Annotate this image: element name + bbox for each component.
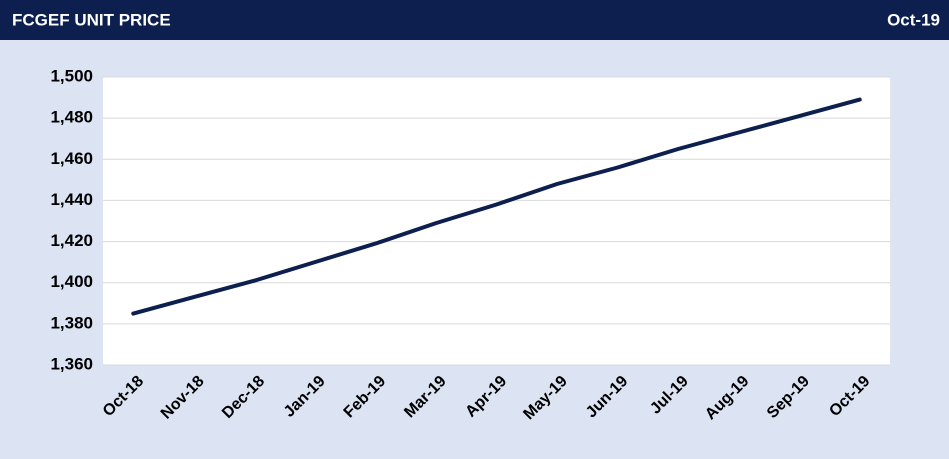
y-tick-label: 1,380 bbox=[50, 313, 93, 332]
y-tick-label: 1,420 bbox=[50, 231, 93, 250]
plot-area bbox=[103, 77, 890, 365]
y-tick-label: 1,480 bbox=[50, 108, 93, 127]
y-tick-label: 1,440 bbox=[50, 190, 93, 209]
header-bar bbox=[0, 0, 949, 40]
y-tick-label: 1,500 bbox=[50, 66, 93, 85]
y-tick-label: 1,460 bbox=[50, 149, 93, 168]
chart-subtitle: Oct-19 bbox=[887, 10, 940, 29]
line bbox=[131, 97, 862, 316]
chart-title: FCGEF UNIT PRICE bbox=[12, 10, 171, 29]
y-tick-label: 1,400 bbox=[50, 272, 93, 291]
y-tick-label: 1,360 bbox=[50, 354, 93, 373]
